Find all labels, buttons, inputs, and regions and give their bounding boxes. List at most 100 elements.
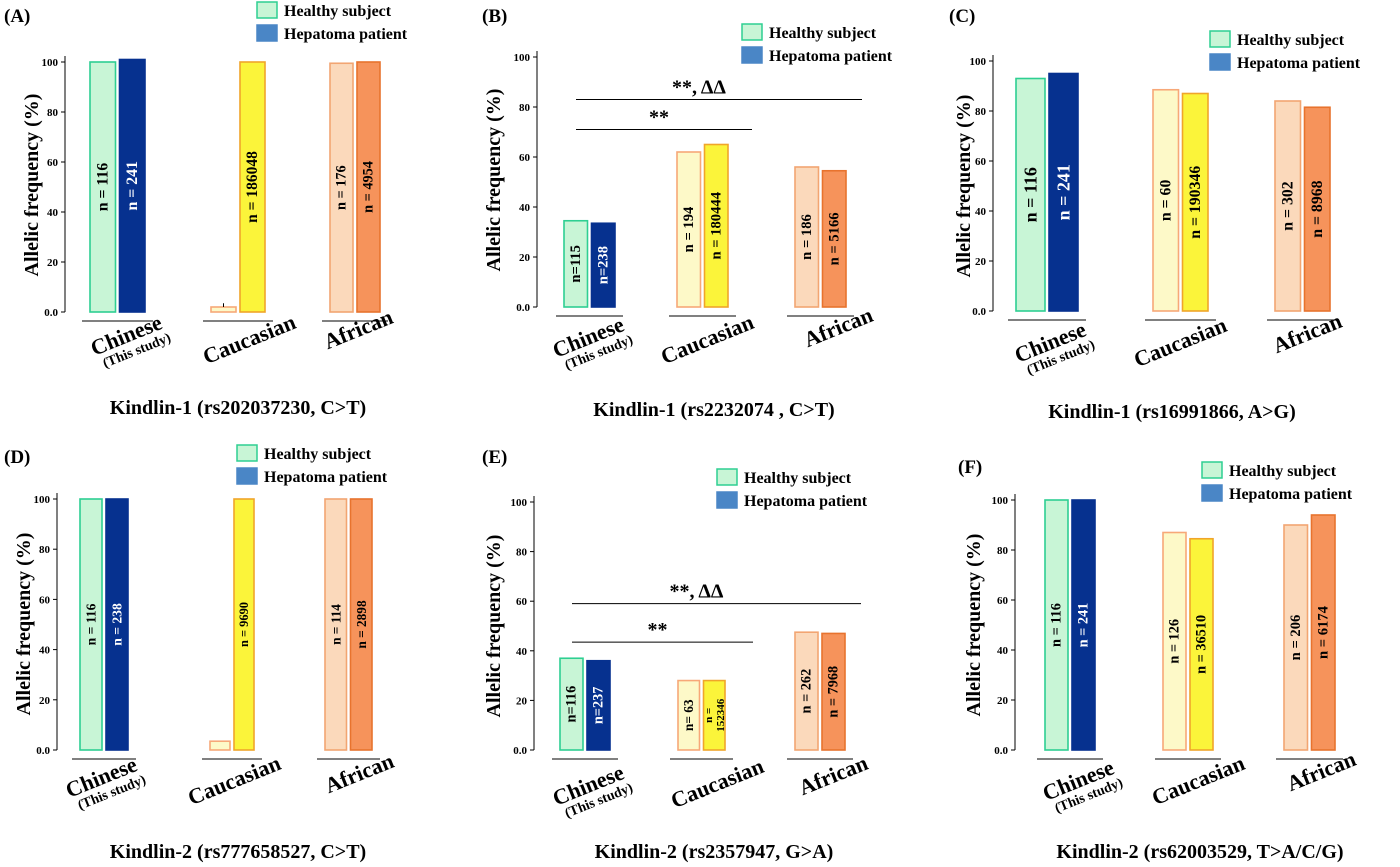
category-label-group: African xyxy=(321,748,397,798)
panel-label: (B) xyxy=(482,6,507,27)
bar-count-label: n = 2898 xyxy=(354,600,369,649)
y-tick-label: 20 xyxy=(39,695,51,707)
bar-count-label: n = 116 xyxy=(1021,167,1041,222)
significance-label: ** xyxy=(649,107,669,129)
bar-count-label: n = 8968 xyxy=(1309,180,1326,237)
bar-count-label: n = 9690 xyxy=(237,602,251,647)
y-tick-label: 20 xyxy=(47,257,59,269)
chart-panel-a: (A) Healthy subject Hepatoma patient 0.0 20 4… xyxy=(4,1,408,419)
y-axis-label: Allelic frequency (%) xyxy=(963,534,985,717)
bar-count-label: n = 238 xyxy=(110,603,125,646)
legend-label-hepatoma: Hepatoma patient xyxy=(1229,486,1353,503)
panel-label: (D) xyxy=(4,447,30,468)
significance-label: ** xyxy=(648,619,668,641)
category-label: Caucasian xyxy=(667,753,767,813)
category-label-group: Chinese(This study) xyxy=(549,311,636,373)
panel-label: (E) xyxy=(482,447,507,468)
bar-count-label: n = 116 xyxy=(1049,603,1065,647)
bar-healthy-1 xyxy=(209,740,231,751)
legend-swatch-healthy xyxy=(1209,30,1231,48)
chart-panel-c: (C) Healthy subject Hepatoma patient 0.0 20 4… xyxy=(949,6,1361,423)
category-label: Caucasian xyxy=(1130,312,1230,372)
chart-caption: Kindlin-1 (rs202037230, C>T) xyxy=(110,397,366,419)
category-label: African xyxy=(800,302,876,352)
legend-swatch-healthy xyxy=(1201,461,1223,479)
y-axis-label: Allelic frequency (%) xyxy=(13,533,35,716)
bar-hepatoma-1 xyxy=(703,143,729,308)
bar-count-label: n = 206 xyxy=(1288,615,1304,661)
y-tick-label: 100 xyxy=(34,494,51,506)
y-tick-label: 40 xyxy=(997,645,1009,657)
bar-healthy-2 xyxy=(794,166,820,308)
category-label: African xyxy=(321,748,397,798)
bar-healthy-1 xyxy=(1152,88,1180,312)
bar-healthy-0 xyxy=(1015,77,1046,312)
category-label-group: Chinese(This study) xyxy=(1039,754,1126,816)
bar-healthy-1 xyxy=(210,306,237,313)
chart-panel-e: (E) Healthy subject Hepatoma patient 0.0 20 4… xyxy=(482,447,871,863)
y-axis-label: Allelic frequency (%) xyxy=(21,94,43,277)
category-label: African xyxy=(1283,746,1359,796)
bar-healthy-2 xyxy=(324,498,348,751)
legend-label-hepatoma: Hepatoma patient xyxy=(264,469,388,486)
bar-hepatoma-0 xyxy=(1048,72,1079,312)
bar-hepatoma-1 xyxy=(1189,537,1214,751)
bar-healthy-1 xyxy=(1162,531,1187,751)
legend-swatch-healthy xyxy=(236,444,258,462)
legend-swatch-hepatoma xyxy=(1209,53,1231,71)
category-label: African xyxy=(1269,308,1345,358)
y-tick-label: 0.0 xyxy=(513,745,527,757)
panel-label: (F) xyxy=(958,457,982,478)
bar-hepatoma-2 xyxy=(821,169,847,308)
y-tick-label: 0.0 xyxy=(44,307,58,319)
y-tick-label: 100 xyxy=(970,56,987,68)
chart-panel-f: (F) Healthy subject Hepatoma patient 0.0 20 4… xyxy=(958,457,1359,863)
bar-healthy-1 xyxy=(676,151,702,308)
bar-count-label: n=116 xyxy=(564,686,580,723)
legend-label-healthy: Healthy subject xyxy=(264,446,372,463)
legend-swatch-healthy xyxy=(741,23,763,41)
panel-label: (C) xyxy=(949,6,975,27)
category-label: Caucasian xyxy=(199,309,299,369)
bar-hepatoma-1 xyxy=(702,679,726,751)
legend-label-healthy: Healthy subject xyxy=(1229,463,1337,480)
category-label-group: Caucasian xyxy=(1130,312,1230,372)
chart-panel-d: (D) Healthy subject Hepatoma patient 0.0 20 4… xyxy=(4,444,397,863)
bar-count-label: n = 4954 xyxy=(361,161,377,213)
bar-healthy-0 xyxy=(79,498,103,751)
chart-caption: Kindlin-2 (rs777658527, C>T) xyxy=(110,841,366,863)
y-tick-label: 20 xyxy=(997,695,1009,707)
bar-hepatoma-2 xyxy=(821,632,846,751)
bar-hepatoma-2 xyxy=(1303,106,1331,312)
y-tick-label: 80 xyxy=(519,102,531,114)
category-label-group: African xyxy=(1283,746,1359,796)
bar-hepatoma-0 xyxy=(1071,499,1096,751)
y-tick-label: 40 xyxy=(47,207,59,219)
y-tick-label: 40 xyxy=(519,202,531,214)
legend-swatch-hepatoma xyxy=(1201,484,1223,502)
chart-caption: Kindlin-2 (rs62003529, T>A/C/G) xyxy=(1056,841,1343,863)
category-label-group: African xyxy=(1269,308,1345,358)
y-tick-label: 60 xyxy=(516,596,528,608)
y-tick-label: 60 xyxy=(975,156,987,168)
y-tick-label: 60 xyxy=(519,152,531,164)
chart-caption: Kindlin-2 (rs2357947, G>A) xyxy=(595,841,834,863)
bar-count-label: n = 186 xyxy=(799,214,815,260)
bar-count-label: n =152346 xyxy=(703,698,727,732)
legend-swatch-hepatoma xyxy=(716,491,738,509)
category-label-group: African xyxy=(795,750,871,800)
bar-hepatoma-1 xyxy=(1181,92,1209,312)
y-tick-label: 40 xyxy=(516,646,528,658)
legend-label-hepatoma: Hepatoma patient xyxy=(1237,55,1361,72)
y-tick-label: 20 xyxy=(975,256,987,268)
category-label: African xyxy=(795,750,871,800)
category-label: Caucasian xyxy=(657,309,757,369)
bar-hepatoma-0 xyxy=(105,498,129,751)
bar-count-label: n = 6174 xyxy=(1315,605,1331,659)
bar-count-label: n= 63 xyxy=(681,699,696,731)
bar-healthy-2 xyxy=(329,62,354,313)
category-label-group: Chinese(This study) xyxy=(87,309,174,371)
y-tick-label: 0.0 xyxy=(994,745,1008,757)
legend-swatch-hepatoma xyxy=(236,467,258,485)
